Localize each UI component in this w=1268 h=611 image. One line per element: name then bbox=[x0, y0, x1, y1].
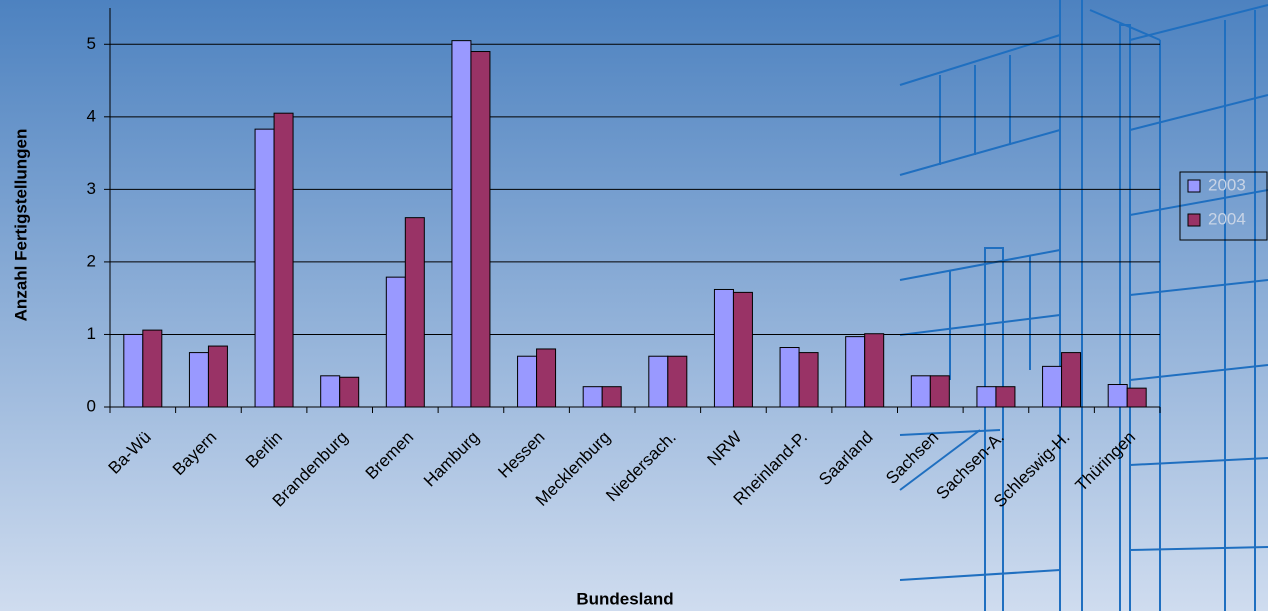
bar bbox=[1042, 365, 1063, 408]
legend-swatch bbox=[1187, 213, 1201, 227]
bar bbox=[601, 386, 622, 408]
bar bbox=[536, 348, 557, 408]
bar bbox=[385, 276, 406, 408]
bar bbox=[142, 329, 163, 408]
bar bbox=[254, 128, 275, 408]
bar bbox=[648, 355, 669, 408]
legend-label: 2004 bbox=[1208, 209, 1246, 228]
bar bbox=[1061, 352, 1082, 408]
bar bbox=[470, 51, 491, 408]
bar bbox=[779, 347, 800, 408]
bar bbox=[976, 386, 997, 408]
bar bbox=[732, 291, 753, 408]
bar bbox=[713, 288, 734, 408]
bar bbox=[517, 355, 538, 408]
y-tick-label: 3 bbox=[87, 179, 96, 198]
bar bbox=[798, 352, 819, 408]
bar bbox=[320, 375, 341, 408]
y-tick-label: 5 bbox=[87, 34, 96, 53]
bar bbox=[845, 336, 866, 408]
bar bbox=[339, 376, 360, 408]
bar bbox=[404, 217, 425, 408]
y-tick-label: 2 bbox=[87, 251, 96, 270]
bar bbox=[929, 375, 950, 408]
bar bbox=[864, 333, 885, 408]
x-axis-title: Bundesland bbox=[576, 589, 673, 608]
legend-swatch bbox=[1187, 179, 1201, 193]
bar bbox=[1107, 384, 1128, 408]
bar bbox=[451, 40, 472, 408]
bar bbox=[667, 355, 688, 408]
bar bbox=[582, 386, 603, 408]
bar bbox=[188, 352, 209, 408]
y-tick-label: 0 bbox=[87, 396, 96, 415]
bar bbox=[207, 345, 228, 408]
y-axis-title: Anzahl Fertigstellungen bbox=[11, 129, 30, 322]
bar bbox=[273, 112, 294, 408]
legend-label: 2003 bbox=[1208, 175, 1246, 194]
y-tick-label: 1 bbox=[87, 324, 96, 343]
y-tick-label: 4 bbox=[87, 106, 96, 125]
bar bbox=[1126, 387, 1147, 408]
bar bbox=[910, 375, 931, 408]
bar bbox=[123, 333, 144, 408]
legend-box bbox=[1179, 171, 1268, 241]
bar bbox=[995, 386, 1016, 408]
building-decoration bbox=[899, 0, 1268, 611]
